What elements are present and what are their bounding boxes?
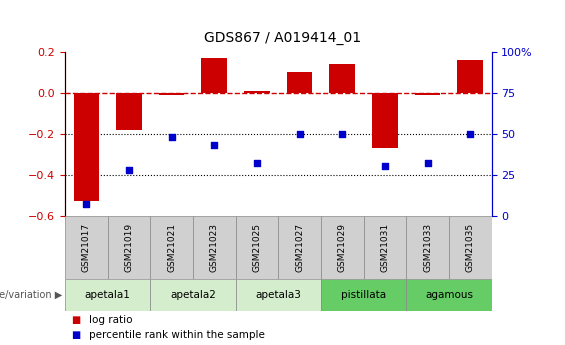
Text: GSM21023: GSM21023 bbox=[210, 223, 219, 272]
Bar bbox=[449, 216, 492, 279]
Bar bbox=[116, 93, 142, 130]
Bar bbox=[278, 216, 321, 279]
Bar bbox=[193, 216, 236, 279]
Point bbox=[295, 131, 304, 136]
Point bbox=[423, 160, 432, 166]
Bar bbox=[329, 64, 355, 93]
Bar bbox=[73, 93, 99, 201]
Text: GSM21019: GSM21019 bbox=[124, 223, 133, 272]
Point bbox=[338, 131, 347, 136]
Bar bbox=[150, 216, 193, 279]
Point bbox=[466, 131, 475, 136]
Text: apetala3: apetala3 bbox=[255, 290, 301, 300]
Bar bbox=[244, 91, 270, 93]
Bar bbox=[65, 279, 150, 311]
Bar bbox=[65, 216, 107, 279]
Bar bbox=[406, 216, 449, 279]
Bar bbox=[236, 279, 321, 311]
Point bbox=[124, 167, 133, 172]
Point bbox=[253, 160, 262, 166]
Bar bbox=[406, 279, 492, 311]
Text: GSM21027: GSM21027 bbox=[295, 223, 304, 272]
Text: log ratio: log ratio bbox=[89, 315, 132, 325]
Bar bbox=[150, 279, 236, 311]
Text: apetala1: apetala1 bbox=[85, 290, 131, 300]
Bar bbox=[236, 216, 279, 279]
Text: apetala2: apetala2 bbox=[170, 290, 216, 300]
Text: GSM21029: GSM21029 bbox=[338, 223, 347, 272]
Text: GSM21021: GSM21021 bbox=[167, 223, 176, 272]
Text: GSM21031: GSM21031 bbox=[380, 223, 389, 272]
Bar bbox=[458, 60, 483, 93]
Bar bbox=[321, 279, 406, 311]
Bar bbox=[287, 72, 312, 93]
Text: ■: ■ bbox=[71, 315, 80, 325]
Text: percentile rank within the sample: percentile rank within the sample bbox=[89, 331, 264, 340]
Text: GSM21035: GSM21035 bbox=[466, 223, 475, 272]
Bar bbox=[159, 93, 184, 95]
Point bbox=[82, 201, 91, 207]
Text: GSM21025: GSM21025 bbox=[253, 223, 262, 272]
Text: ■: ■ bbox=[71, 331, 80, 340]
Text: agamous: agamous bbox=[425, 290, 473, 300]
Point bbox=[380, 164, 389, 169]
Text: genotype/variation ▶: genotype/variation ▶ bbox=[0, 290, 62, 300]
Bar bbox=[364, 216, 406, 279]
Bar bbox=[415, 93, 440, 95]
Bar bbox=[321, 216, 364, 279]
Bar bbox=[107, 216, 150, 279]
Bar bbox=[372, 93, 398, 148]
Text: pistillata: pistillata bbox=[341, 290, 386, 300]
Text: GDS867 / A019414_01: GDS867 / A019414_01 bbox=[204, 31, 361, 45]
Point bbox=[167, 134, 176, 140]
Point bbox=[210, 142, 219, 148]
Text: GSM21033: GSM21033 bbox=[423, 223, 432, 272]
Text: GSM21017: GSM21017 bbox=[82, 223, 91, 272]
Bar bbox=[202, 58, 227, 93]
